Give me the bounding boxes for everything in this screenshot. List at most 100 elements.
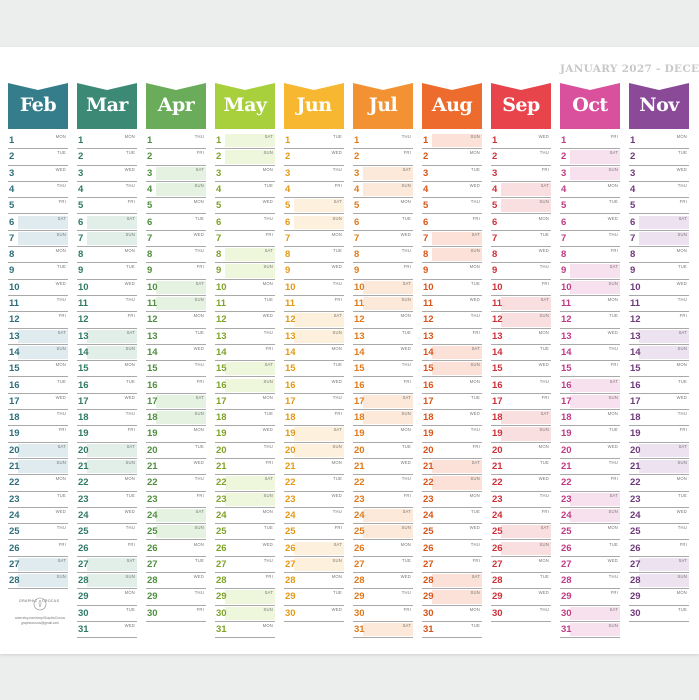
day-row: 24 WED	[77, 508, 137, 525]
day-row: 13 WED	[560, 329, 620, 345]
day-number: 10	[630, 281, 641, 293]
day-row: 10 WED	[77, 280, 137, 296]
day-number: 12	[216, 314, 227, 326]
day-number: 22	[423, 477, 434, 489]
weekday-label: FRI	[403, 378, 411, 384]
day-number: 29	[285, 591, 296, 603]
day-row: 20 THU	[215, 443, 275, 459]
day-row: 24 SUN	[560, 508, 620, 525]
day-row: 29 THU	[146, 589, 206, 606]
weekday-label: SUN	[539, 199, 549, 205]
day-row: 12 THU	[422, 312, 482, 329]
day-row: 1 SUN	[422, 133, 482, 150]
day-row: 18 FRI	[284, 410, 344, 427]
weekday-label: WED	[55, 508, 66, 514]
weekday-label: MON	[676, 248, 687, 254]
day-number: 9	[423, 265, 429, 277]
weekday-label: FRI	[265, 460, 273, 465]
day-row: 30 SAT	[560, 606, 620, 622]
weekday-label: SUN	[263, 492, 273, 498]
day-number: 18	[78, 412, 89, 424]
weekday-label: FRI	[127, 313, 135, 319]
day-row: 18 THU	[629, 410, 689, 427]
day-number: 6	[630, 216, 636, 228]
weekday-label: FRI	[472, 443, 480, 449]
weekday-label: MON	[55, 362, 66, 368]
day-number: 12	[78, 314, 89, 326]
day-row: 13 THU	[215, 329, 275, 345]
day-row: 1 SAT	[215, 133, 275, 150]
weekday-label: TUE	[126, 378, 135, 384]
day-row: 8 FRI	[560, 247, 620, 264]
day-number: 18	[630, 412, 641, 424]
weekday-label: SUN	[401, 297, 411, 302]
day-row: 31 SAT	[353, 622, 413, 639]
day-row: 31 SUN	[560, 622, 620, 639]
day-number: 4	[423, 183, 429, 195]
weekday-label: MON	[538, 557, 549, 563]
weekday-label: SAT	[540, 182, 549, 188]
weekday-label: THU	[125, 411, 135, 417]
day-row: 29 SAT	[215, 589, 275, 606]
day-row: 20 MON	[491, 443, 551, 459]
day-number: 2	[285, 151, 291, 163]
day-number: 15	[285, 363, 296, 375]
day-number: 18	[147, 412, 158, 424]
weekday-label: SUN	[125, 460, 135, 465]
month-name: Nov	[639, 94, 679, 116]
day-number: 19	[216, 428, 227, 440]
weekday-label: SAT	[195, 280, 204, 286]
day-number: 12	[423, 314, 434, 326]
weekday-label: FRI	[127, 541, 135, 547]
day-row: 3 FRI	[491, 166, 551, 182]
day-number: 8	[78, 249, 84, 261]
weekday-label: FRI	[265, 345, 273, 351]
weekday-label: MON	[331, 231, 342, 237]
day-number: 7	[285, 232, 291, 244]
month-banner: Aug	[422, 83, 482, 129]
weekday-label: WED	[538, 590, 549, 596]
day-number: 2	[630, 151, 636, 163]
weekday-label: SAT	[333, 199, 342, 205]
weekday-label: SAT	[540, 297, 549, 302]
weekday-label: FRI	[541, 394, 549, 400]
day-row: 8 THU	[146, 247, 206, 264]
day-number: 20	[561, 444, 572, 456]
weekday-label: SUN	[608, 280, 618, 286]
month-name: Jul	[368, 94, 398, 116]
brand-url: www.etsy.com/shop/GraphicCrocus	[14, 616, 66, 620]
day-number: 8	[9, 249, 15, 261]
weekday-label: MON	[124, 590, 135, 596]
weekday-label: THU	[401, 248, 411, 254]
day-number: 28	[630, 575, 641, 587]
day-row: 25 FRI	[284, 524, 344, 541]
day-row: 28 TUE	[491, 573, 551, 590]
day-number: 13	[354, 330, 365, 342]
day-row: 1 TUE	[284, 133, 344, 150]
day-row: 12 FRI	[629, 312, 689, 329]
day-number: 15	[147, 363, 158, 375]
weekday-label: SUN	[470, 476, 480, 482]
day-number: 4	[630, 183, 636, 195]
day-row: 14 WED	[353, 345, 413, 362]
day-number: 16	[147, 379, 158, 391]
day-number: 23	[354, 493, 365, 505]
month-name: Oct	[572, 94, 608, 116]
day-number: 5	[630, 200, 636, 212]
day-number: 11	[147, 298, 158, 309]
day-row: 30 THU	[491, 606, 551, 622]
weekday-label: THU	[125, 182, 135, 188]
day-row: 20 FRI	[422, 443, 482, 459]
day-number: 7	[492, 232, 498, 244]
day-number: 9	[216, 265, 222, 277]
day-row: 29 WED	[491, 589, 551, 606]
day-row: 20 SAT	[629, 443, 689, 459]
day-row: 27 TUE	[146, 557, 206, 574]
weekday-label: THU	[677, 182, 687, 188]
weekday-label: MON	[400, 541, 411, 547]
day-number: 25	[216, 526, 227, 538]
day-number: 20	[630, 444, 641, 456]
month-column-sep: Sep 1 WED 2 THU 3 FRI 4 SAT 5 SUN 6 MON 7 TUE 8 WED 9 THU 1…	[491, 83, 551, 622]
day-number: 20	[354, 444, 365, 456]
day-number: 6	[9, 216, 15, 228]
